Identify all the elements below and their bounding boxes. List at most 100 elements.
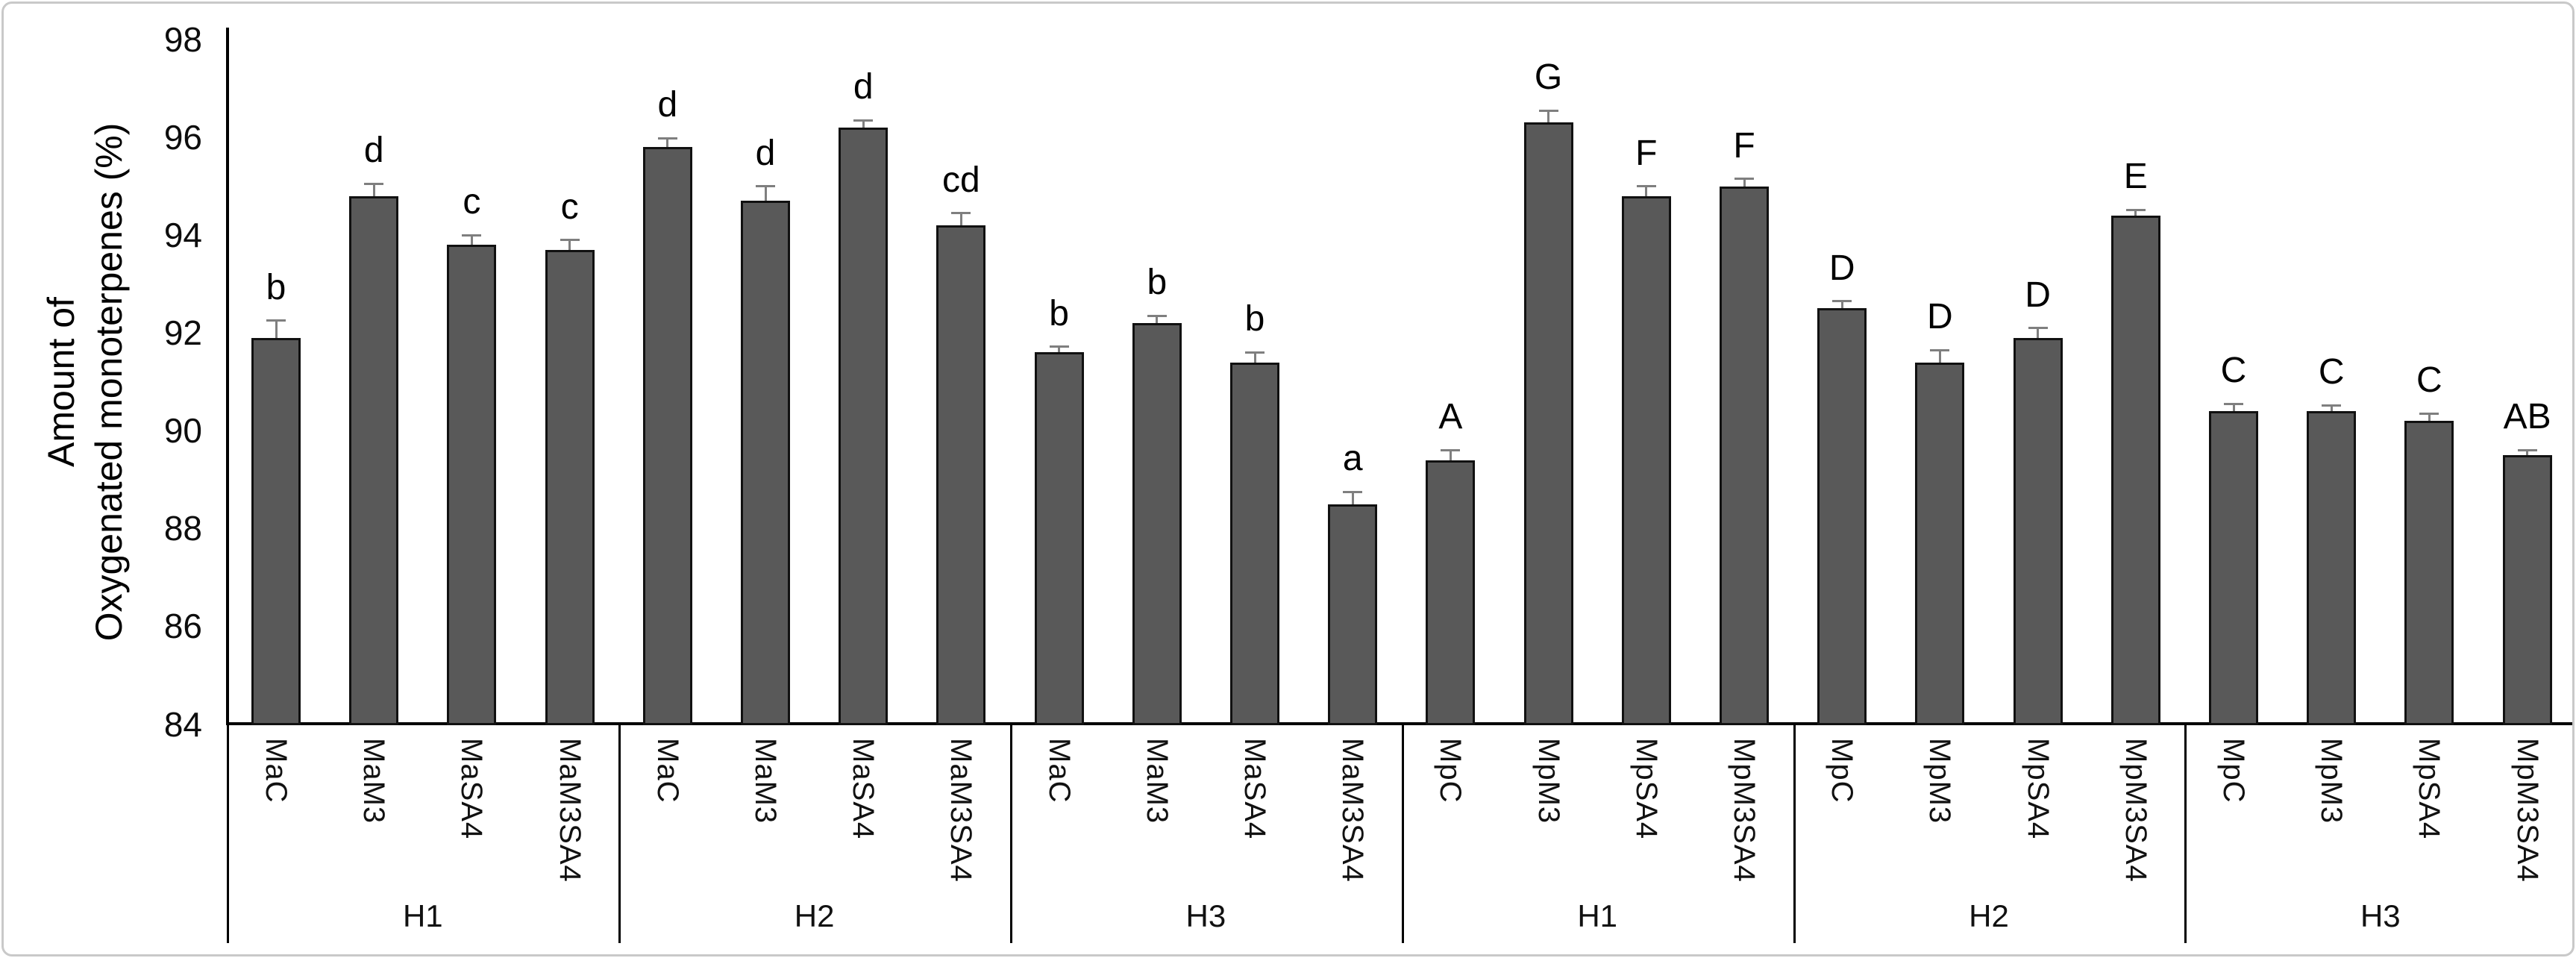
- y-tick-label: 92: [163, 313, 202, 353]
- significance-letter: d: [657, 85, 678, 125]
- error-bar-cap: [2028, 327, 2048, 330]
- x-category-label: MpC: [1434, 738, 1467, 804]
- x-category-label: MaM3: [749, 738, 782, 824]
- significance-letter: C: [2416, 360, 2442, 401]
- error-bar-cap: [266, 319, 286, 322]
- group-separator-line: [2184, 724, 2187, 943]
- x-category-label: MpC: [1826, 738, 1859, 804]
- significance-letter: AB: [2503, 397, 2551, 437]
- group-separator-line: [1010, 724, 1012, 943]
- x-category-label: MpM3SA4: [2119, 738, 2152, 883]
- y-tick-label: 96: [163, 118, 202, 157]
- significance-letter: F: [1635, 133, 1658, 173]
- x-group-label: H2: [1969, 898, 2009, 933]
- error-bar-whisker: [2428, 413, 2431, 422]
- significance-letter: A: [1438, 397, 1463, 437]
- bar-MpC-H1: [1426, 460, 1476, 726]
- x-category-label: MpM3: [1532, 738, 1565, 824]
- significance-letter: D: [2025, 275, 2051, 315]
- x-category-label: MpM3: [2315, 738, 2348, 824]
- x-category-label: MaM3SA4: [553, 738, 586, 883]
- significance-letter: d: [363, 131, 384, 171]
- x-category-label: MaM3: [357, 738, 391, 824]
- error-bar-cap: [2125, 208, 2146, 211]
- error-bar-cap: [1049, 345, 1069, 348]
- error-bar-whisker: [764, 186, 767, 201]
- bar-MpM3SA4-H3: [2502, 455, 2552, 726]
- significance-letter: F: [1733, 125, 1755, 166]
- significance-letter: a: [1342, 439, 1363, 479]
- significance-letter: d: [755, 133, 776, 173]
- error-bar-cap: [657, 137, 677, 140]
- error-bar-whisker: [959, 213, 962, 226]
- group-separator-line: [227, 724, 230, 943]
- x-group-label: H2: [794, 898, 835, 933]
- error-bar-whisker: [1253, 352, 1256, 363]
- group-separator-line: [618, 724, 621, 943]
- error-bar-cap: [756, 185, 775, 188]
- x-category-label: MaM3SA4: [944, 738, 978, 883]
- bar-MaM3SA4-H3: [1328, 504, 1378, 726]
- significance-letter: D: [1927, 297, 1953, 337]
- bar-MpM3-H2: [1915, 362, 1965, 726]
- x-category-label: MpC: [2217, 738, 2250, 804]
- error-bar-cap: [853, 119, 874, 122]
- y-tick-label: 98: [163, 19, 202, 59]
- bar-MpSA4-H3: [2404, 421, 2454, 726]
- error-bar-whisker: [1351, 492, 1354, 504]
- bar-MpSA4-H2: [2013, 337, 2063, 726]
- bar-MaM3-H3: [1132, 323, 1182, 726]
- significance-letter: b: [1244, 299, 1265, 339]
- bar-MaM3SA4-H2: [936, 225, 986, 726]
- error-bar-whisker: [568, 240, 571, 250]
- error-bar-cap: [2419, 412, 2439, 415]
- y-axis-line: [226, 28, 229, 725]
- error-bar-whisker: [1547, 110, 1550, 123]
- error-bar-whisker: [1840, 301, 1843, 309]
- x-category-label: MpSA4: [2413, 738, 2446, 840]
- error-bar-whisker: [2232, 404, 2235, 412]
- bar-MaC-H2: [642, 147, 692, 726]
- error-bar-whisker: [2526, 450, 2529, 456]
- x-category-label: MpSA4: [1629, 738, 1663, 840]
- x-group-label: H3: [1185, 898, 1226, 933]
- error-bar-whisker: [372, 184, 375, 196]
- bar-MaSA4-H3: [1230, 362, 1279, 726]
- error-bar-whisker: [1058, 346, 1061, 353]
- error-bar-whisker: [2037, 328, 2040, 338]
- x-category-label: MaSA4: [1238, 738, 1271, 840]
- error-bar-cap: [2224, 402, 2243, 405]
- bar-MpC-H2: [1817, 308, 1867, 726]
- error-bar-whisker: [1645, 186, 1648, 196]
- bar-MpM3-H3: [2307, 411, 2357, 726]
- group-separator-line: [1793, 724, 1796, 943]
- x-category-label: MpSA4: [2021, 738, 2055, 840]
- bar-MpM3SA4-H2: [2110, 215, 2160, 726]
- bar-MaM3SA4-H1: [545, 249, 595, 726]
- x-category-label: MaC: [260, 738, 292, 804]
- bar-MpM3SA4-H1: [1720, 186, 1769, 726]
- group-separator-line: [1401, 724, 1404, 943]
- error-bar-whisker: [1449, 450, 1452, 460]
- bar-MaSA4-H1: [447, 245, 497, 726]
- y-tick-label: 84: [163, 704, 202, 744]
- error-bar-whisker: [1938, 350, 1941, 363]
- error-bar-cap: [560, 239, 580, 242]
- significance-letter: E: [2123, 157, 2148, 197]
- error-bar-cap: [1832, 300, 1852, 303]
- bar-MpC-H3: [2209, 411, 2258, 726]
- x-group-label: H3: [2360, 898, 2401, 933]
- y-tick-label: 94: [163, 216, 202, 255]
- error-bar-whisker: [470, 235, 473, 245]
- significance-letter: C: [2318, 352, 2345, 392]
- error-bar-cap: [1538, 109, 1558, 112]
- y-tick-label: 88: [163, 509, 202, 548]
- y-tick-label: 86: [163, 607, 202, 646]
- significance-letter: d: [853, 67, 874, 107]
- error-bar-cap: [951, 212, 971, 215]
- significance-letter: C: [2220, 351, 2247, 391]
- x-category-label: MaM3: [1140, 738, 1173, 824]
- x-axis-line: [226, 722, 2572, 725]
- bar-MaM3-H2: [741, 201, 790, 726]
